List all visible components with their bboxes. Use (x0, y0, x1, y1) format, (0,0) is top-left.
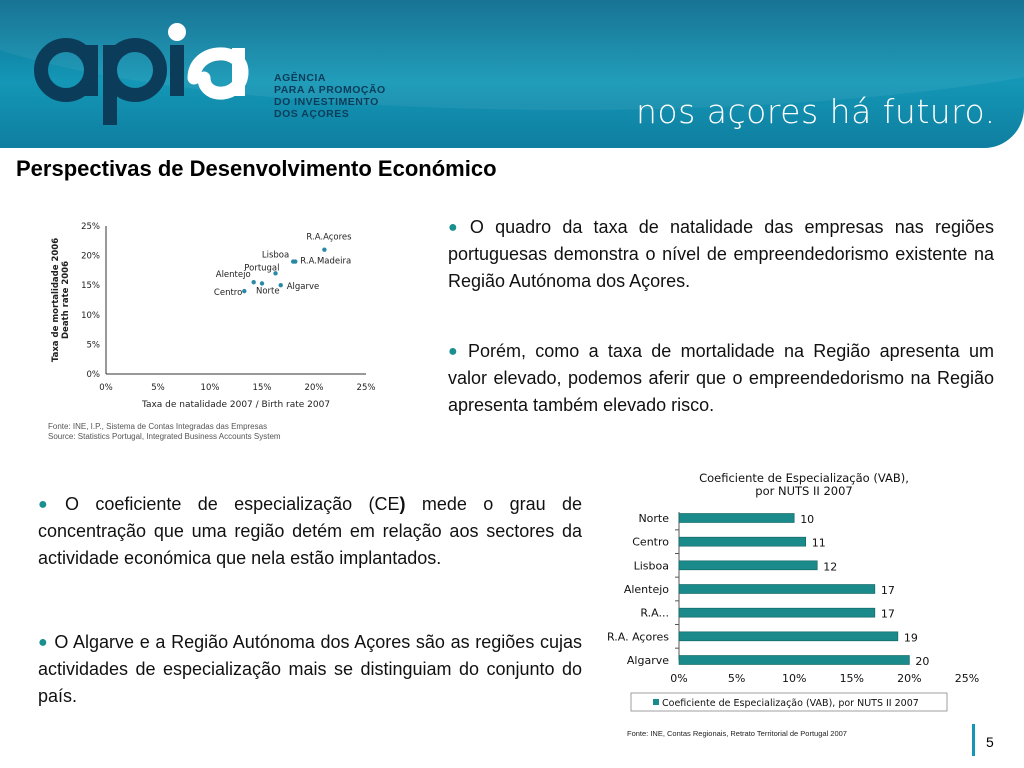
scatter-point (322, 247, 327, 252)
paragraph-ce-definition: ● O coeficiente de especialização (CE) me… (38, 491, 582, 572)
paragraph-text: Porém, como a taxa de mortalidade na Reg… (448, 341, 994, 415)
value-label: 17 (881, 584, 895, 597)
y-tick-label: 0% (87, 370, 101, 380)
page-number: 5 (986, 734, 994, 750)
chart-title: Coeficiente de Especialização (VAB), (699, 471, 909, 485)
bar (678, 655, 910, 665)
category-label: Lisboa (634, 559, 669, 572)
agency-line: DO INVESTIMENTO (274, 96, 379, 108)
category-label: Algarve (627, 654, 669, 667)
category-label: R.A. Açores (607, 630, 669, 643)
point-label: Alentejo (216, 270, 251, 280)
bar (678, 631, 899, 642)
x-tick-label: 5% (151, 383, 165, 393)
bar (678, 560, 818, 571)
x-tick-label: 20% (305, 383, 324, 393)
y-axis-label: Death rate 2006 (61, 261, 71, 339)
paragraph-birth-rate: ● O quadro da taxa de natalidade das empr… (448, 214, 994, 295)
value-label: 12 (823, 560, 837, 573)
x-tick-label: 25% (357, 383, 376, 393)
category-label: Centro (632, 536, 669, 549)
point-label: Portugal (244, 263, 279, 273)
y-axis-label: Taxa de mortalidade 2006 (51, 238, 61, 362)
x-tick-label: 10% (201, 383, 220, 393)
apia-logo-mark (34, 23, 249, 125)
bullet-icon: ● (38, 634, 49, 651)
paragraph-text: O quadro da taxa de natalidade das empre… (448, 217, 994, 291)
x-tick-label: 15% (840, 672, 864, 685)
point-label: Lisboa (262, 251, 289, 261)
scatter-point (251, 280, 256, 285)
agency-name: AGÊNCIA PARA A PROMOÇÃO DO INVESTIMENTO … (274, 72, 386, 120)
y-tick-label: 10% (81, 311, 100, 321)
point-label: Centro (214, 288, 242, 298)
slogan: nos açores há futuro. (636, 92, 996, 131)
value-label: 20 (915, 655, 929, 668)
paragraph-bold: ) (399, 494, 406, 514)
source-line: Source: Statistics Portugal, Integrated … (48, 432, 281, 441)
y-tick-label: 25% (81, 222, 100, 232)
paragraph-death-rate: ● Porém, como a taxa de mortalidade na Re… (448, 338, 994, 419)
x-tick-label: 10% (782, 672, 806, 685)
agency-line: DOS AÇORES (274, 108, 350, 120)
agency-line: AGÊNCIA (274, 72, 326, 84)
category-label: Norte (638, 512, 669, 525)
page-number-bar (972, 724, 975, 756)
bullet-icon: ● (448, 219, 464, 236)
bullet-icon: ● (38, 496, 60, 513)
bar (678, 607, 876, 618)
paragraph-text: O Algarve e a Região Autónoma dos Açores… (38, 632, 583, 706)
value-label: 11 (812, 537, 826, 550)
paragraph-text: O coeficiente de especialização (CE (65, 494, 400, 514)
paragraph-algarve-azores: ● O Algarve e a Região Autónoma dos Açore… (38, 629, 582, 710)
bar-chart: Coeficiente de Especialização (VAB),por … (607, 471, 979, 712)
x-axis-label: Taxa de natalidade 2007 / Birth rate 200… (141, 400, 330, 410)
legend-label: Coeficiente de Especialização (VAB), por… (662, 698, 919, 709)
bar (678, 584, 876, 594)
x-tick-label: 20% (897, 672, 921, 685)
bullet-icon: ● (448, 343, 462, 360)
point-label: R.A.Madeira (300, 257, 351, 267)
source-note-bars: Fonte: INE, Contas Regionais, Retrato Te… (627, 729, 847, 738)
apia-logo: AGÊNCIA PARA A PROMOÇÃO DO INVESTIMENTO … (28, 18, 385, 128)
scatter-point (278, 283, 283, 288)
point-label: R.A.Açores (306, 233, 352, 243)
point-label: Norte (256, 286, 280, 296)
y-tick-label: 20% (81, 252, 100, 262)
point-label: Algarve (287, 282, 320, 292)
x-tick-label: 25% (955, 672, 979, 685)
scatter-chart: 0% 5% 10% 15% 20% 25% 0% 5% 10% 15% 20% 25% Taxa de … (51, 222, 376, 410)
x-tick-label: 15% (253, 383, 272, 393)
bar (678, 536, 807, 547)
x-tick-label: 0% (99, 383, 113, 393)
x-tick-label: 0% (670, 672, 687, 685)
category-label: R.A... (640, 607, 669, 620)
value-label: 10 (800, 513, 814, 526)
value-label: 17 (881, 608, 895, 621)
legend-box (630, 692, 948, 712)
page-title: Perspectivas de Desenvolvimento Económic… (16, 156, 497, 181)
category-label: Alentejo (624, 583, 669, 596)
scatter-point (293, 259, 298, 264)
source-note-scatter: Fonte: INE, I.P., Sistema de Contas Inte… (48, 422, 281, 442)
y-tick-label: 5% (87, 340, 101, 350)
value-label: 19 (904, 631, 918, 644)
bar (678, 513, 795, 523)
scatter-point (273, 271, 278, 276)
paragraph-text: mede o grau de concentração que uma regi… (38, 494, 583, 568)
chart-title: por NUTS II 2007 (755, 484, 852, 498)
agency-line: PARA A PROMOÇÃO (274, 84, 386, 96)
y-tick-label: 15% (81, 281, 100, 291)
legend-swatch (653, 699, 659, 705)
scatter-point (242, 288, 247, 294)
scatter-point (259, 281, 265, 286)
source-line: Fonte: INE, I.P., Sistema de Contas Inte… (48, 422, 268, 431)
header-banner: AGÊNCIA PARA A PROMOÇÃO DO INVESTIMENTO … (0, 0, 1024, 148)
x-tick-label: 5% (728, 672, 745, 685)
